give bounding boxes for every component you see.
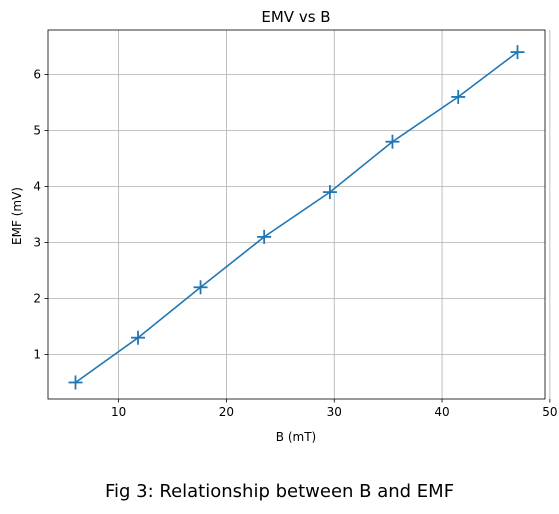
data-point-marker bbox=[193, 280, 208, 295]
x-tick-label: 40 bbox=[434, 405, 449, 419]
y-tick-label: 2 bbox=[33, 291, 41, 305]
y-tick-label: 5 bbox=[33, 124, 41, 138]
chart-title: EMV vs B bbox=[261, 8, 330, 26]
x-axis-label: B (mT) bbox=[276, 430, 316, 444]
y-tick-label: 4 bbox=[33, 180, 41, 194]
x-tick-label: 50 bbox=[542, 405, 557, 419]
data-point-marker bbox=[257, 229, 272, 244]
data-point-marker bbox=[322, 185, 337, 200]
series-line bbox=[75, 51, 518, 384]
y-tick-label: 6 bbox=[33, 68, 41, 82]
x-tick-label: 30 bbox=[327, 405, 342, 419]
plot-area-border bbox=[47, 29, 546, 400]
data-point-marker bbox=[451, 89, 466, 104]
x-tick-label: 10 bbox=[111, 405, 126, 419]
data-point-marker bbox=[68, 375, 83, 390]
axes-frame bbox=[47, 29, 546, 400]
x-tick-label: 20 bbox=[219, 405, 234, 419]
grid-lines bbox=[48, 30, 551, 399]
figure-caption: Fig 3: Relationship between B and EMF bbox=[104, 481, 455, 502]
line-chart: 10 20 30 40 50 1 2 3 4 5 6 EMV vs B B (mT) EMF (mV… bbox=[10, 8, 557, 444]
ticks-layer: 10 20 30 40 50 1 2 3 4 5 6 bbox=[33, 68, 557, 419]
y-tick-label: 1 bbox=[33, 347, 41, 361]
y-axis-label: EMF (mV) bbox=[10, 187, 24, 245]
data-point-marker bbox=[131, 330, 146, 345]
series-layer bbox=[68, 45, 525, 390]
data-point-marker bbox=[385, 134, 400, 149]
y-tick-label: 3 bbox=[33, 235, 41, 249]
data-point-marker bbox=[510, 45, 525, 60]
